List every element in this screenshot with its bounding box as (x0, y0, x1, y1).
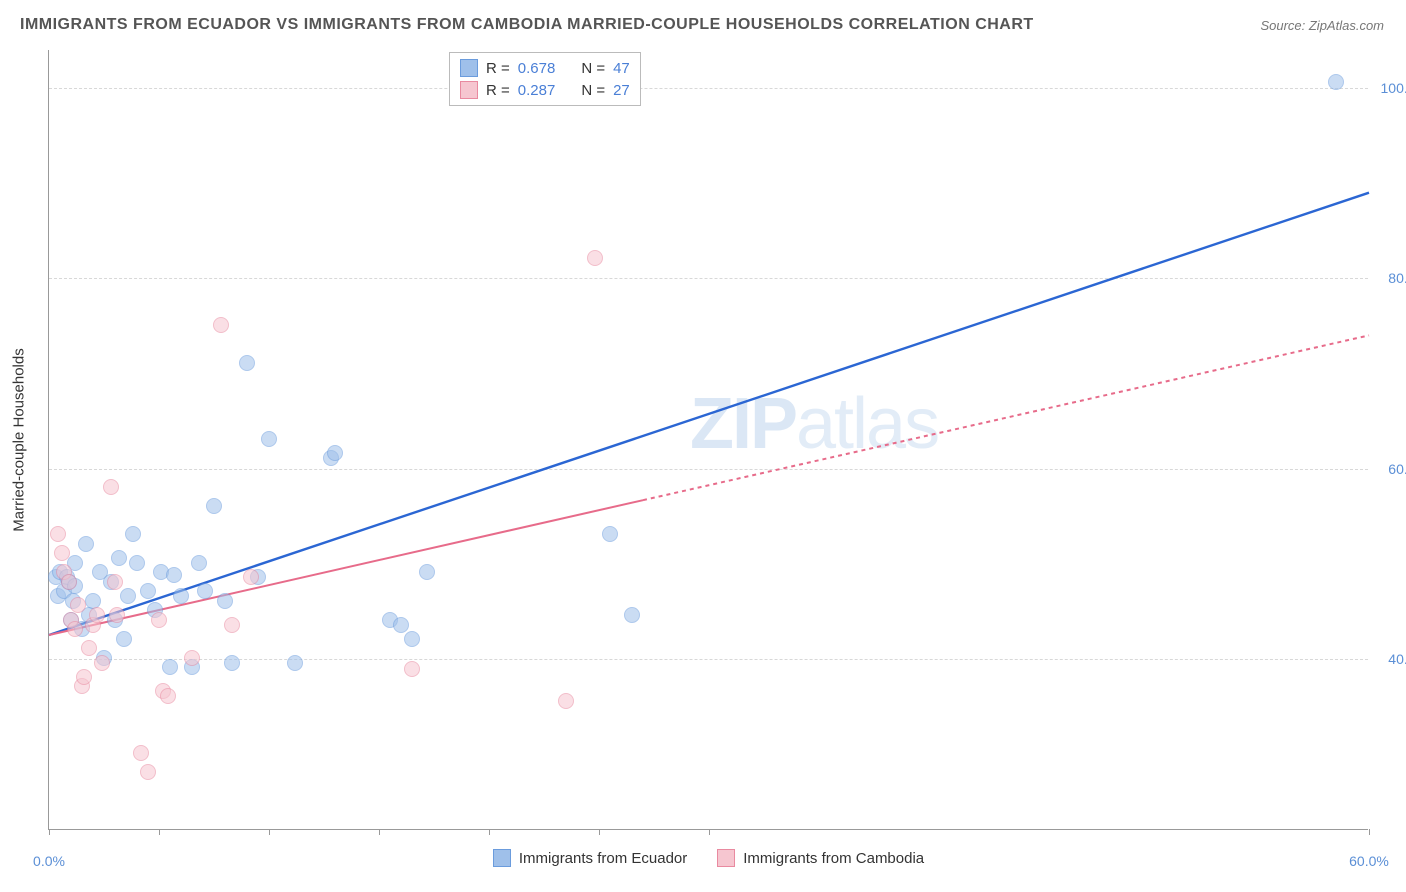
data-point (61, 574, 77, 590)
y-axis-title: Married-couple Households (11, 348, 28, 531)
y-tick-label: 100.0% (1381, 80, 1406, 96)
x-tick (1369, 829, 1370, 835)
legend-row-ecuador: R = 0.678 N = 47 (460, 57, 630, 79)
legend-label: Immigrants from Cambodia (743, 850, 924, 867)
data-point (224, 617, 240, 633)
data-point (243, 569, 259, 585)
data-point (239, 355, 255, 371)
data-point (54, 545, 70, 561)
data-point (166, 567, 182, 583)
data-point (70, 597, 86, 613)
data-point (197, 583, 213, 599)
data-point (184, 650, 200, 666)
data-point (558, 693, 574, 709)
legend-item-cambodia: Immigrants from Cambodia (717, 849, 924, 867)
data-point (1328, 74, 1344, 90)
legend-item-ecuador: Immigrants from Ecuador (493, 849, 687, 867)
y-tick-label: 80.0% (1388, 270, 1406, 286)
data-point (191, 555, 207, 571)
data-point (393, 617, 409, 633)
data-point (67, 621, 83, 637)
data-point (78, 536, 94, 552)
r-value: 0.678 (518, 60, 556, 77)
trend-line (49, 193, 1369, 635)
data-point (89, 607, 105, 623)
plot-area: ZIPatlas Married-couple Households 40.0%… (48, 50, 1368, 830)
data-point (404, 631, 420, 647)
data-point (151, 612, 167, 628)
swatch-cambodia (717, 849, 735, 867)
data-point (81, 640, 97, 656)
data-point (140, 583, 156, 599)
data-point (213, 317, 229, 333)
y-tick-label: 40.0% (1388, 651, 1406, 667)
data-point (94, 655, 110, 671)
swatch-cambodia (460, 81, 478, 99)
y-tick-label: 60.0% (1388, 461, 1406, 477)
legend-series: Immigrants from Ecuador Immigrants from … (49, 849, 1368, 867)
r-value: 0.287 (518, 82, 556, 99)
data-point (287, 655, 303, 671)
data-point (602, 526, 618, 542)
data-point (587, 250, 603, 266)
data-point (624, 607, 640, 623)
trend-line-dashed (643, 335, 1369, 500)
swatch-ecuador (493, 849, 511, 867)
data-point (160, 688, 176, 704)
r-label: R = (486, 82, 510, 99)
n-label: N = (581, 60, 605, 77)
data-point (109, 607, 125, 623)
data-point (120, 588, 136, 604)
legend-correlation: R = 0.678 N = 47 R = 0.287 N = 27 (449, 52, 641, 106)
data-point (327, 445, 343, 461)
source-label: Source: ZipAtlas.com (1260, 18, 1384, 33)
data-point (173, 588, 189, 604)
data-point (133, 745, 149, 761)
data-point (116, 631, 132, 647)
swatch-ecuador (460, 59, 478, 77)
data-point (217, 593, 233, 609)
n-value: 27 (613, 82, 630, 99)
data-point (140, 764, 156, 780)
data-point (111, 550, 127, 566)
n-value: 47 (613, 60, 630, 77)
data-point (125, 526, 141, 542)
data-point (419, 564, 435, 580)
data-point (103, 479, 119, 495)
data-point (224, 655, 240, 671)
chart-title: IMMIGRANTS FROM ECUADOR VS IMMIGRANTS FR… (20, 16, 1034, 34)
trend-lines (49, 50, 1369, 830)
legend-label: Immigrants from Ecuador (519, 850, 687, 867)
data-point (404, 661, 420, 677)
data-point (107, 574, 123, 590)
data-point (50, 526, 66, 542)
data-point (261, 431, 277, 447)
data-point (206, 498, 222, 514)
data-point (162, 659, 178, 675)
n-label: N = (581, 82, 605, 99)
r-label: R = (486, 60, 510, 77)
legend-row-cambodia: R = 0.287 N = 27 (460, 79, 630, 101)
data-point (76, 669, 92, 685)
data-point (129, 555, 145, 571)
